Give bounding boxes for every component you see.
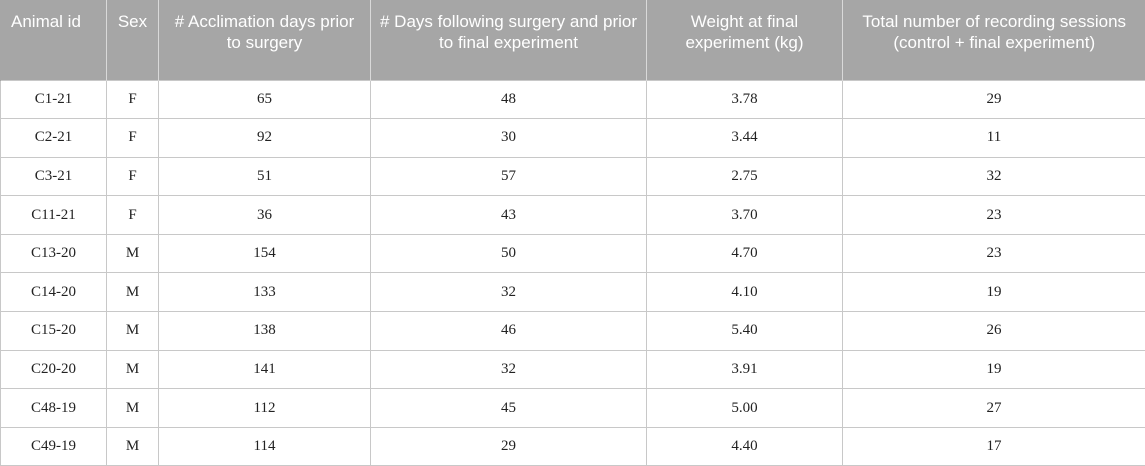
header-acclimation-days: # Acclimation days prior to surgery bbox=[158, 0, 371, 80]
cell-weight: 5.00 bbox=[646, 388, 843, 428]
table-row: C1-21 F 65 48 3.78 29 bbox=[0, 79, 1145, 120]
cell-weight: 4.40 bbox=[646, 426, 843, 466]
cell-weight: 2.75 bbox=[646, 156, 843, 197]
cell-total-sessions: 19 bbox=[842, 272, 1145, 313]
cell-days-following: 48 bbox=[370, 79, 647, 120]
cell-total-sessions: 17 bbox=[842, 426, 1145, 466]
cell-acclimation-days: 154 bbox=[158, 233, 371, 274]
cell-weight: 5.40 bbox=[646, 311, 843, 351]
cell-animal-id: C13-20 bbox=[0, 233, 107, 274]
cell-acclimation-days: 65 bbox=[158, 79, 371, 120]
cell-acclimation-days: 92 bbox=[158, 118, 371, 158]
table-row: C15-20 M 138 46 5.40 26 bbox=[0, 311, 1145, 351]
cell-animal-id: C1-21 bbox=[0, 79, 107, 120]
cell-sex: M bbox=[106, 311, 159, 351]
cell-weight: 3.44 bbox=[646, 118, 843, 158]
cell-sex: M bbox=[106, 272, 159, 313]
cell-days-following: 50 bbox=[370, 233, 647, 274]
cell-days-following: 46 bbox=[370, 311, 647, 351]
cell-sex: F bbox=[106, 79, 159, 120]
cell-animal-id: C49-19 bbox=[0, 426, 107, 466]
header-total-sessions: Total number of recording sessions (cont… bbox=[842, 0, 1145, 80]
cell-animal-id: C20-20 bbox=[0, 349, 107, 390]
cell-sex: M bbox=[106, 233, 159, 274]
cell-days-following: 32 bbox=[370, 349, 647, 390]
header-animal-id: Animal id bbox=[0, 0, 107, 80]
table-row: C49-19 M 114 29 4.40 17 bbox=[0, 426, 1145, 466]
cell-acclimation-days: 141 bbox=[158, 349, 371, 390]
cell-days-following: 32 bbox=[370, 272, 647, 313]
cell-sex: F bbox=[106, 118, 159, 158]
table-row: C11-21 F 36 43 3.70 23 bbox=[0, 195, 1145, 235]
table-row: C48-19 M 112 45 5.00 27 bbox=[0, 388, 1145, 428]
cell-days-following: 30 bbox=[370, 118, 647, 158]
cell-weight: 4.70 bbox=[646, 233, 843, 274]
cell-animal-id: C3-21 bbox=[0, 156, 107, 197]
cell-weight: 3.91 bbox=[646, 349, 843, 390]
cell-weight: 3.78 bbox=[646, 79, 843, 120]
cell-days-following: 29 bbox=[370, 426, 647, 466]
cell-acclimation-days: 138 bbox=[158, 311, 371, 351]
cell-animal-id: C48-19 bbox=[0, 388, 107, 428]
cell-sex: M bbox=[106, 349, 159, 390]
cell-total-sessions: 19 bbox=[842, 349, 1145, 390]
header-weight: Weight at final experiment (kg) bbox=[646, 0, 843, 80]
cell-total-sessions: 26 bbox=[842, 311, 1145, 351]
cell-acclimation-days: 133 bbox=[158, 272, 371, 313]
cell-sex: M bbox=[106, 388, 159, 428]
table-row: C3-21 F 51 57 2.75 32 bbox=[0, 156, 1145, 197]
table-row: C2-21 F 92 30 3.44 11 bbox=[0, 118, 1145, 158]
cell-animal-id: C15-20 bbox=[0, 311, 107, 351]
cell-acclimation-days: 114 bbox=[158, 426, 371, 466]
cell-total-sessions: 27 bbox=[842, 388, 1145, 428]
cell-animal-id: C11-21 bbox=[0, 195, 107, 235]
cell-sex: M bbox=[106, 426, 159, 466]
header-days-following-surgery: # Days following surgery and prior to fi… bbox=[370, 0, 647, 80]
cell-sex: F bbox=[106, 195, 159, 235]
table-row: C13-20 M 154 50 4.70 23 bbox=[0, 233, 1145, 274]
cell-weight: 3.70 bbox=[646, 195, 843, 235]
cell-days-following: 57 bbox=[370, 156, 647, 197]
cell-total-sessions: 32 bbox=[842, 156, 1145, 197]
cell-acclimation-days: 51 bbox=[158, 156, 371, 197]
cell-acclimation-days: 36 bbox=[158, 195, 371, 235]
cell-days-following: 43 bbox=[370, 195, 647, 235]
cell-animal-id: C2-21 bbox=[0, 118, 107, 158]
cell-weight: 4.10 bbox=[646, 272, 843, 313]
cell-sex: F bbox=[106, 156, 159, 197]
cell-total-sessions: 11 bbox=[842, 118, 1145, 158]
cell-total-sessions: 29 bbox=[842, 79, 1145, 120]
cell-acclimation-days: 112 bbox=[158, 388, 371, 428]
cell-days-following: 45 bbox=[370, 388, 647, 428]
table-row: C20-20 M 141 32 3.91 19 bbox=[0, 349, 1145, 390]
table-row: C14-20 M 133 32 4.10 19 bbox=[0, 272, 1145, 313]
cell-animal-id: C14-20 bbox=[0, 272, 107, 313]
cell-total-sessions: 23 bbox=[842, 233, 1145, 274]
header-row: Animal id Sex # Acclimation days prior t… bbox=[0, 0, 1145, 80]
cell-total-sessions: 23 bbox=[842, 195, 1145, 235]
header-sex: Sex bbox=[106, 0, 159, 80]
